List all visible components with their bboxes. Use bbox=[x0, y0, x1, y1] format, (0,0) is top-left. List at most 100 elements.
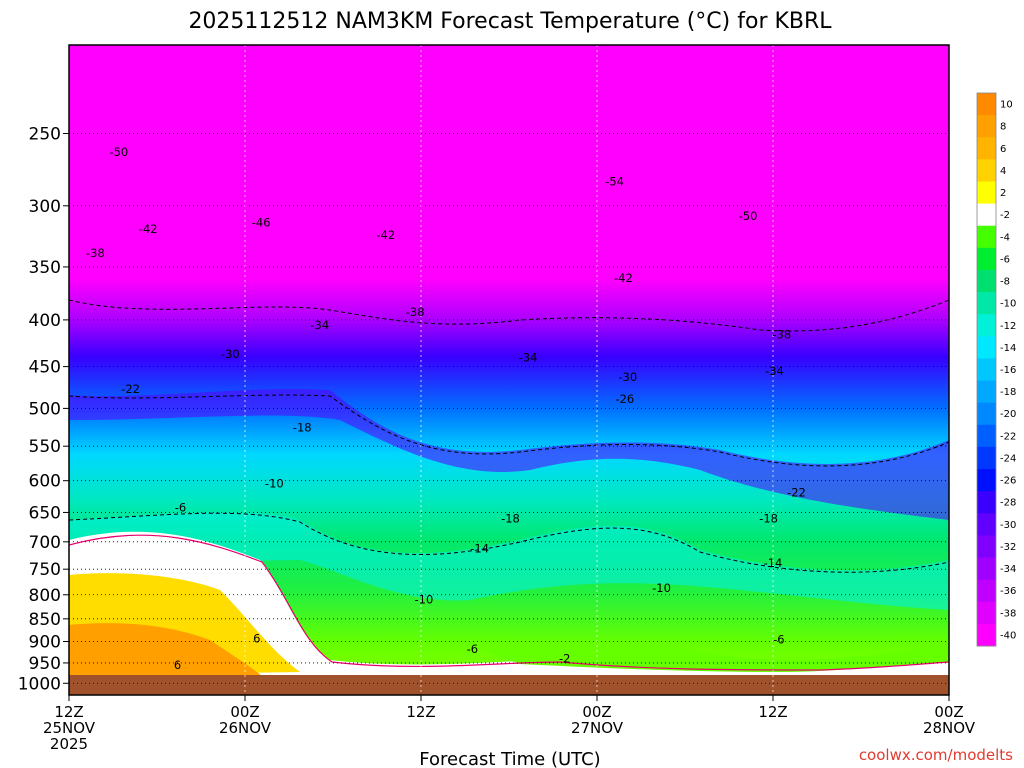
contour-label: -50 bbox=[739, 209, 758, 223]
pressure-tick-label: 900 bbox=[29, 632, 61, 652]
colorbar-swatch bbox=[977, 424, 996, 448]
colorbar-swatch bbox=[977, 115, 996, 138]
time-tick-label: 2025 bbox=[50, 735, 88, 753]
contour-label: -30 bbox=[221, 347, 240, 361]
contour-label: -10 bbox=[415, 593, 434, 607]
colorbar-tick-label: 8 bbox=[1000, 122, 1006, 133]
colorbar-tick-label: -22 bbox=[1000, 431, 1016, 442]
colorbar-swatch bbox=[977, 358, 996, 382]
pressure-tick-label: 650 bbox=[29, 503, 61, 523]
pressure-tick-label: 600 bbox=[29, 472, 61, 492]
colorbar-tick-label: -4 bbox=[1000, 232, 1010, 243]
time-tick-label: 25NOV bbox=[43, 719, 96, 737]
pressure-tick-label: 950 bbox=[29, 654, 61, 674]
contour-label: -18 bbox=[759, 511, 778, 525]
colorbar-tick-label: -40 bbox=[1000, 630, 1016, 641]
contour-label: -38 bbox=[86, 246, 105, 260]
colorbar-tick-label: -20 bbox=[1000, 409, 1016, 420]
temperature-colorbar: 10 8 6 4 2 -2 -4 -6 -8 -10 -12 -14 -16 -18 -20 -22 -24 -2… bbox=[976, 92, 1016, 647]
colorbar-swatch bbox=[977, 557, 996, 581]
colorbar-tick-label: -18 bbox=[1000, 387, 1016, 398]
colorbar-tick-label: -30 bbox=[1000, 520, 1016, 531]
time-tick-label: 00Z bbox=[230, 703, 259, 721]
contour-label: -26 bbox=[615, 392, 634, 406]
colorbar-tick-label: 6 bbox=[1000, 144, 1006, 155]
colorbar-tick-label: -38 bbox=[1000, 608, 1016, 619]
colorbar-swatch bbox=[977, 225, 996, 249]
colorbar-swatch bbox=[977, 623, 996, 647]
contour-label: -6 bbox=[175, 501, 186, 515]
pressure-tick-label: 800 bbox=[29, 586, 61, 606]
pressure-tick-label: 350 bbox=[29, 258, 61, 278]
colorbar-tick-label: -24 bbox=[1000, 453, 1016, 464]
time-tick-label: 00Z bbox=[582, 703, 611, 721]
contour-label: -38 bbox=[772, 327, 791, 341]
contour-label: -14 bbox=[470, 542, 489, 556]
surface-white-band bbox=[69, 531, 949, 676]
time-tick-label: 12Z bbox=[406, 703, 435, 721]
time-tick-label: 28NOV bbox=[923, 719, 976, 737]
ground-below-surface bbox=[69, 675, 949, 695]
colorbar-swatch bbox=[977, 203, 996, 227]
colorbar-swatch bbox=[977, 292, 996, 315]
colorbar-swatch bbox=[977, 601, 996, 625]
colorbar-swatch bbox=[977, 491, 996, 514]
time-tick-label: 26NOV bbox=[219, 719, 272, 737]
pressure-tick-label: 750 bbox=[29, 560, 61, 580]
colorbar-swatch bbox=[977, 336, 996, 359]
colorbar-tick-label: 4 bbox=[1000, 166, 1006, 177]
contour-label: -46 bbox=[252, 216, 271, 230]
pressure-tick-label: 450 bbox=[29, 358, 61, 378]
colorbar-swatch bbox=[977, 513, 996, 536]
pressure-tick-label: 300 bbox=[29, 197, 61, 217]
contour-label: -2 bbox=[559, 652, 570, 666]
colorbar-swatch bbox=[977, 247, 996, 271]
isotherm-line bbox=[69, 394, 949, 467]
contour-label: -54 bbox=[605, 174, 624, 188]
x-axis-label: Forecast Time (UTC) bbox=[419, 749, 600, 768]
contour-label: -22 bbox=[787, 485, 806, 499]
contour-label: -42 bbox=[376, 228, 395, 242]
pressure-tick-label: 850 bbox=[29, 610, 61, 630]
contour-label: -6 bbox=[773, 632, 784, 646]
plot-frame bbox=[68, 44, 950, 696]
pressure-tick-label: 250 bbox=[29, 124, 61, 144]
contour-label: -22 bbox=[121, 382, 140, 396]
colorbar-tick-label: -28 bbox=[1000, 498, 1016, 509]
contour-label: 6 bbox=[253, 631, 260, 645]
colorbar-swatch bbox=[977, 402, 996, 426]
pressure-tick-label: 1000 bbox=[18, 674, 61, 694]
colorbar-swatch bbox=[977, 159, 996, 182]
pressure-tick-label: 700 bbox=[29, 533, 61, 553]
colorbar-tick-label: -14 bbox=[1000, 343, 1016, 354]
source-credit: coolwx.com/modelts bbox=[859, 746, 1013, 764]
pressure-tick-label: 500 bbox=[29, 399, 61, 419]
colorbar-tick-label: 10 bbox=[1000, 100, 1013, 111]
contour-label: -42 bbox=[139, 222, 158, 236]
colorbar-swatch bbox=[977, 137, 996, 160]
contour-label: -30 bbox=[618, 370, 637, 384]
colorbar-frame bbox=[976, 92, 997, 647]
cold-air-band bbox=[69, 388, 949, 520]
colorbar-tick-label: -2 bbox=[1000, 210, 1010, 221]
pressure-tick-label: 550 bbox=[29, 437, 61, 457]
colorbar-swatch bbox=[977, 314, 996, 337]
contour-label: -10 bbox=[265, 476, 284, 490]
contour-label: -14 bbox=[764, 556, 783, 570]
contour-label: -18 bbox=[501, 511, 520, 525]
plot-area bbox=[69, 45, 949, 695]
colorbar-swatch bbox=[977, 269, 996, 293]
pressure-tick-label: 400 bbox=[29, 311, 61, 331]
colorbar-swatch bbox=[977, 93, 996, 116]
colorbar-tick-label: -12 bbox=[1000, 321, 1016, 332]
contour-label: -34 bbox=[519, 351, 538, 365]
colorbar-tick-label: -32 bbox=[1000, 542, 1016, 553]
colorbar-swatch bbox=[977, 579, 996, 603]
colorbar-tick-label: -34 bbox=[1000, 564, 1016, 575]
contour-label: -10 bbox=[652, 581, 671, 595]
colorbar-swatch bbox=[977, 469, 996, 492]
chart-title: 2025112512 NAM3KM Forecast Temperature (… bbox=[188, 9, 832, 34]
time-tick-label: 12Z bbox=[758, 703, 787, 721]
colorbar-tick-label: -10 bbox=[1000, 299, 1016, 310]
